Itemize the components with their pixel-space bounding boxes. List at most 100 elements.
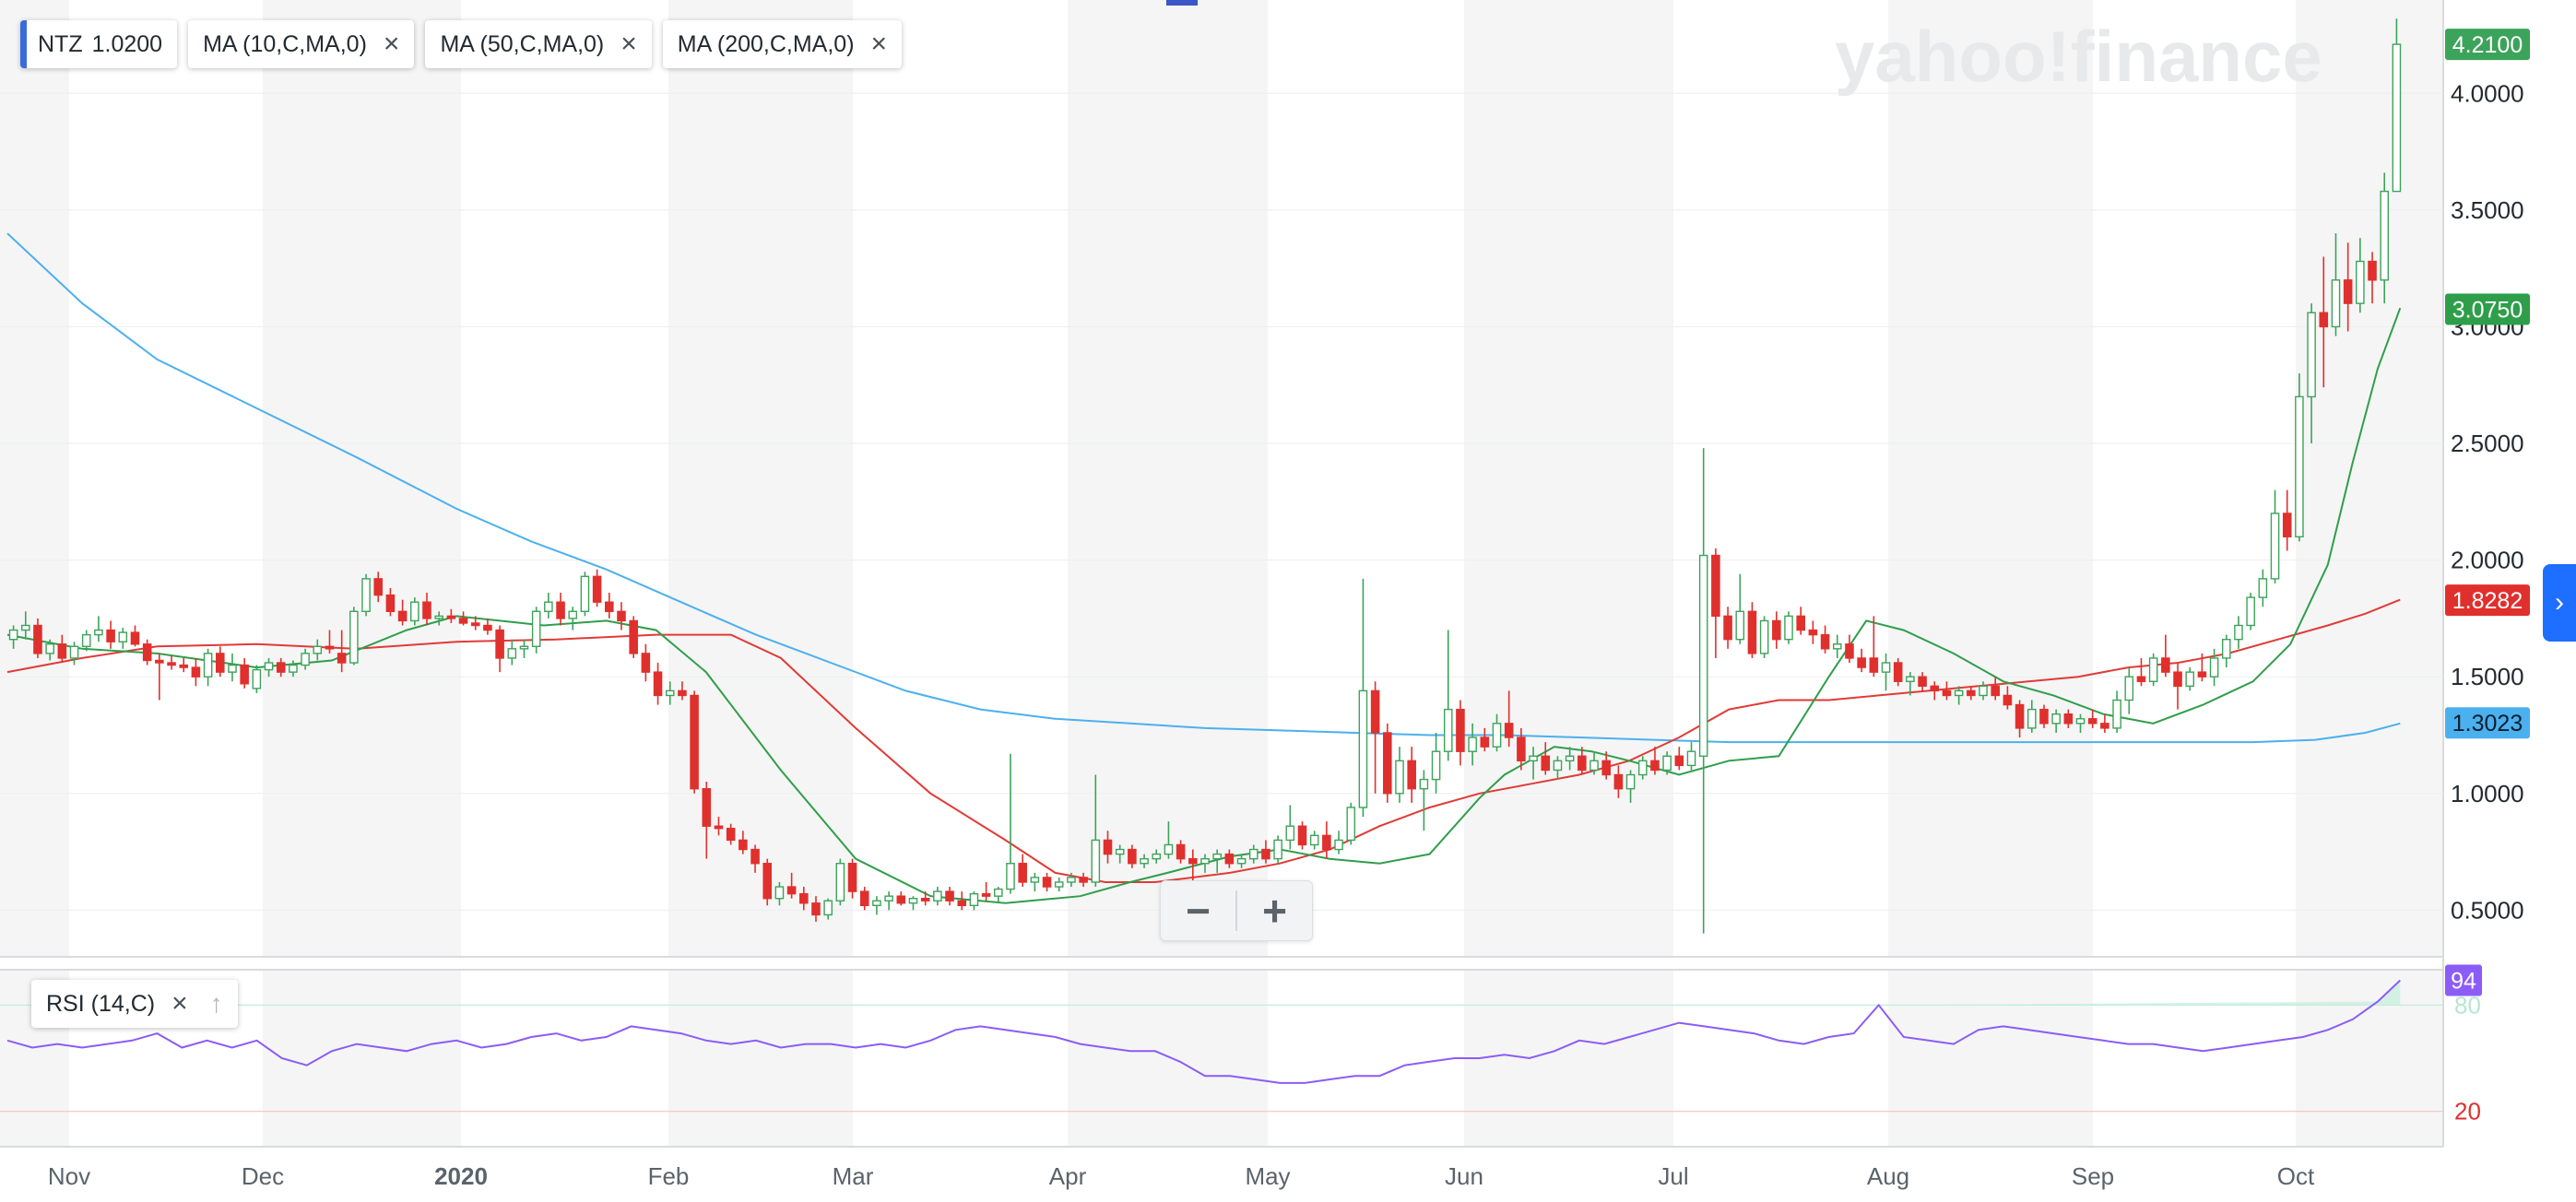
candle-body: [2307, 312, 2316, 398]
ma200-chip[interactable]: MA (200,C,MA,0) ×: [662, 20, 903, 68]
candle-body: [1018, 863, 1027, 883]
candle-body: [762, 863, 773, 900]
candle-body: [531, 610, 541, 647]
candle-body: [1991, 685, 2000, 697]
candle-body: [1686, 750, 1696, 767]
candle-body: [2075, 718, 2086, 725]
ma10-line: [6, 307, 2402, 904]
candle-body: [1662, 755, 1672, 772]
candle-body: [1006, 863, 1015, 890]
candle-body: [1979, 685, 1988, 697]
rsi-line: [6, 979, 2401, 1084]
month-label: Apr: [1049, 1162, 1087, 1190]
month-band: [1464, 0, 1673, 957]
candle-body: [1346, 807, 1356, 842]
zoom-out-button[interactable]: −: [1186, 887, 1211, 935]
candle-body: [1456, 708, 1465, 752]
rsi-chip[interactable]: RSI (14,C) × ↑: [31, 980, 238, 1028]
arrow-up-icon[interactable]: ↑: [209, 989, 223, 1018]
candle-body: [1796, 615, 1805, 631]
candle-body: [458, 618, 468, 624]
candle-body: [1188, 857, 1198, 865]
candle-body: [1443, 708, 1453, 752]
candle-body: [1079, 877, 1088, 883]
candle-body: [94, 629, 103, 636]
candle-body: [811, 902, 821, 916]
month-band: [668, 970, 853, 1147]
candle-body: [1200, 857, 1210, 865]
top-drag-handle[interactable]: [1166, 0, 1198, 6]
close-icon[interactable]: ×: [171, 988, 188, 1019]
candle-body: [1942, 689, 1952, 697]
candle-body: [1152, 853, 1162, 860]
ma10-chip[interactable]: MA (10,C,MA,0) ×: [188, 20, 415, 68]
candle-body: [2015, 703, 2025, 729]
candle-body: [20, 624, 30, 631]
candle-body: [2319, 312, 2329, 328]
candle-body: [1419, 778, 1429, 790]
candle-body: [1212, 853, 1222, 860]
candle-body: [301, 653, 310, 666]
candle-body: [1759, 619, 1769, 654]
ticker-chip[interactable]: NTZ 1.0200: [20, 20, 178, 68]
candle-body: [1857, 657, 1866, 668]
close-icon[interactable]: ×: [383, 29, 400, 59]
candle-body: [1954, 689, 1964, 697]
candle-body: [264, 662, 274, 671]
candle-body: [1845, 643, 1854, 659]
rsi-value-tag: [2445, 964, 2482, 996]
candle-body: [1128, 848, 1137, 865]
candle-body: [908, 898, 918, 904]
price-axis: 4.00003.50003.00002.50002.00001.50001.00…: [2451, 79, 2524, 924]
candle-body: [592, 575, 602, 603]
candle-body: [2161, 657, 2170, 673]
candle-body: [1370, 689, 1380, 734]
candle-body: [678, 689, 687, 697]
month-bands: [0, 0, 2443, 1147]
candle-body: [2392, 43, 2402, 193]
candle-body: [1176, 843, 1186, 860]
candle-body: [240, 664, 249, 685]
ma200-label: MA (200,C,MA,0): [677, 30, 855, 57]
candle-body: [215, 653, 225, 673]
candle-body: [434, 615, 443, 619]
candle-body: [714, 825, 724, 830]
rsi-tick-label: 20: [2454, 1098, 2481, 1125]
month-label: Dec: [242, 1162, 284, 1190]
ma50-label: MA (50,C,MA,0): [440, 30, 605, 57]
ma50-line: [6, 598, 2401, 883]
candle-body: [325, 645, 335, 650]
candle-body: [2221, 638, 2231, 659]
candle-body: [1735, 610, 1745, 641]
candle-body: [1578, 755, 1587, 772]
price-tag-label: 3.0750: [2452, 297, 2523, 323]
candlesticks: [8, 18, 2402, 934]
expand-panel-tab[interactable]: ›: [2543, 564, 2576, 642]
price-tick-label: 2.0000: [2451, 547, 2524, 574]
candle-body: [1529, 755, 1538, 762]
candle-body: [1918, 676, 1927, 688]
candle-body: [2100, 723, 2109, 729]
close-icon[interactable]: ×: [870, 29, 888, 59]
candle-body: [617, 610, 626, 622]
candle-body: [568, 610, 578, 619]
ma50-path: [6, 598, 2401, 883]
candle-body: [994, 888, 1003, 897]
candle-body: [1395, 760, 1404, 795]
ma50-chip[interactable]: MA (50,C,MA,0) ×: [425, 20, 652, 68]
candle-body: [2282, 513, 2292, 537]
candle-body: [1601, 760, 1611, 776]
candle-body: [142, 643, 152, 662]
candle-body: [1273, 839, 1282, 860]
zoom-in-button[interactable]: +: [1262, 887, 1287, 935]
month-band: [668, 0, 853, 957]
candle-body: [750, 848, 760, 865]
candle-body: [1674, 755, 1684, 767]
month-band: [0, 0, 69, 957]
candle-body: [2003, 694, 2013, 706]
month-label: May: [1245, 1162, 1290, 1190]
candle-body: [544, 601, 553, 613]
close-icon[interactable]: ×: [620, 29, 637, 59]
